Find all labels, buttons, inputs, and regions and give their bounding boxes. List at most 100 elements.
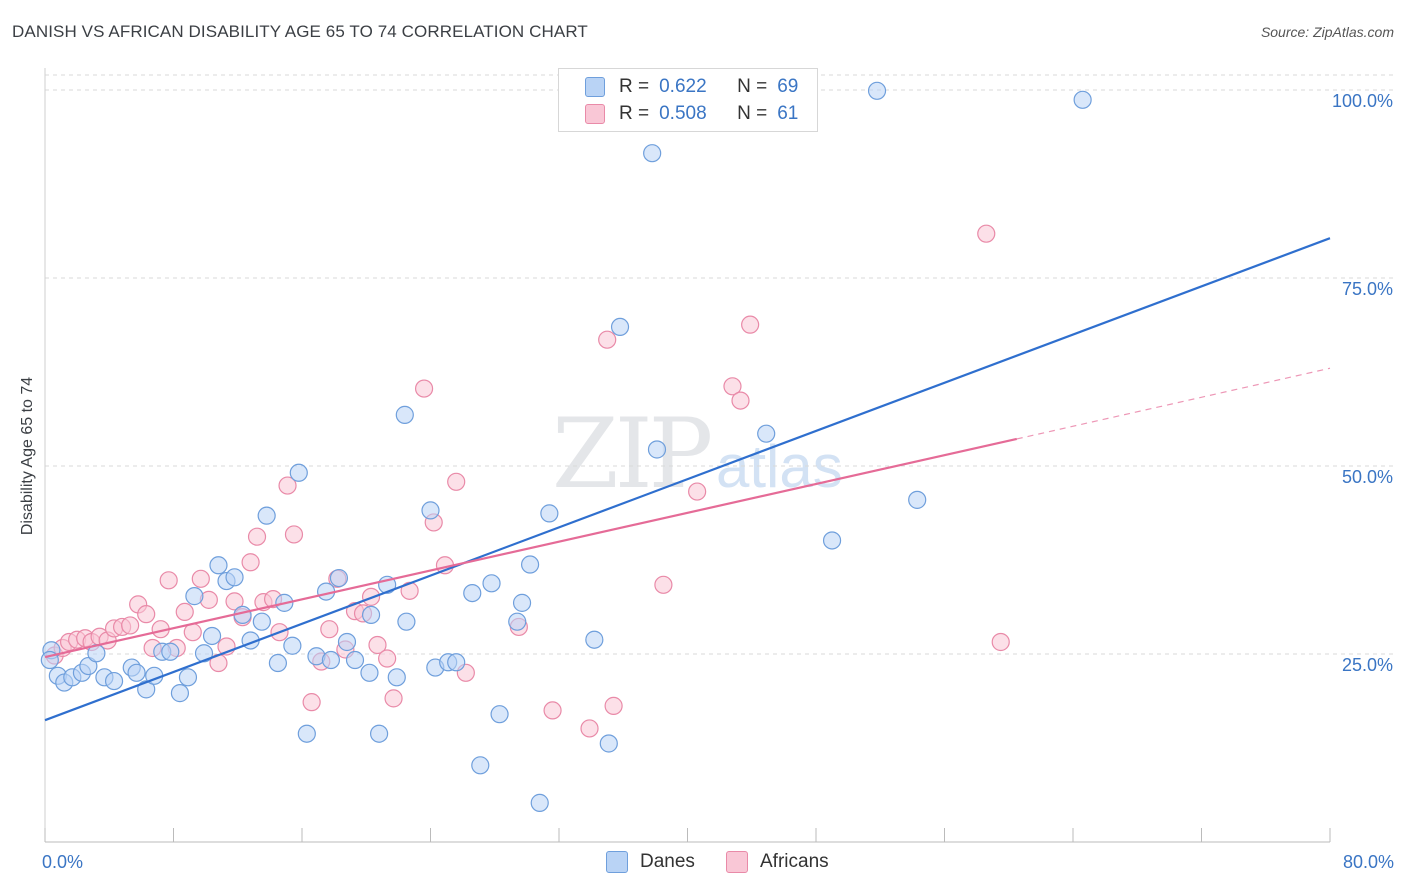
africans-point-41 xyxy=(378,649,397,668)
africans-point-34 xyxy=(320,620,339,639)
danes-point-59 xyxy=(599,734,618,753)
danes-point-37 xyxy=(345,650,365,670)
africans-point-47 xyxy=(447,472,466,491)
danes-point-17 xyxy=(185,587,204,606)
africans-point-55 xyxy=(688,482,707,501)
africans-point-58 xyxy=(741,315,760,334)
danes-point-43 xyxy=(395,405,414,424)
y-tick-label: 100.0% xyxy=(1332,91,1393,111)
africans-point-59 xyxy=(977,224,996,243)
danes-point-39 xyxy=(361,605,381,625)
danes-point-8 xyxy=(104,671,124,691)
africans-n-value: 61 xyxy=(777,103,799,124)
danes-point-60 xyxy=(610,317,630,337)
danes-point-19 xyxy=(202,626,222,646)
bottom-legend-africans[interactable]: Africans xyxy=(726,851,829,873)
danes-r-label: R = xyxy=(619,76,650,97)
danes-point-45 xyxy=(421,501,440,520)
africans-point-54 xyxy=(654,575,673,594)
y-axis-label: Disability Age 65 to 74 xyxy=(19,376,36,536)
africans-legend-label: Africans xyxy=(760,851,829,872)
africans-point-42 xyxy=(384,689,403,708)
africans-legend-swatch xyxy=(726,851,748,873)
danes-point-40 xyxy=(370,724,389,743)
africans-trend-line xyxy=(44,437,1018,659)
y-tick-label: 75.0% xyxy=(1342,279,1393,299)
danes-point-29 xyxy=(283,636,302,655)
y-axis-label-wrap: Disability Age 65 to 74 xyxy=(8,306,48,606)
africans-point-23 xyxy=(225,592,244,611)
africans-point-25 xyxy=(241,553,260,572)
y-tick-label: 25.0% xyxy=(1342,655,1393,675)
africans-point-10 xyxy=(121,616,140,635)
danes-point-51 xyxy=(482,574,501,593)
africans-point-17 xyxy=(175,602,194,622)
africans-point-44 xyxy=(414,379,434,398)
africans-point-31 xyxy=(284,525,304,544)
danes-point-38 xyxy=(360,663,379,682)
danes-point-11 xyxy=(137,680,156,699)
africans-point-15 xyxy=(159,571,178,590)
africans-point-60 xyxy=(991,632,1010,652)
danes-point-22 xyxy=(225,568,244,587)
danes-point-54 xyxy=(512,593,532,612)
africans-point-30 xyxy=(278,476,297,495)
danes-point-58 xyxy=(585,630,604,649)
africans-point-50 xyxy=(543,701,562,720)
danes-point-62 xyxy=(647,440,667,459)
danes-point-34 xyxy=(321,650,341,670)
danes-point-66 xyxy=(908,490,927,509)
danes-point-44 xyxy=(397,612,416,631)
legend-row-danes: R = 0.622 N = 69 xyxy=(585,75,807,99)
legend-row-africans: R = 0.508 N = 61 xyxy=(585,102,807,126)
danes-point-27 xyxy=(268,653,288,673)
africans-point-26 xyxy=(247,527,267,546)
africans-point-52 xyxy=(598,330,617,349)
x-tick-label-min: 0.0% xyxy=(42,852,84,872)
danes-point-63 xyxy=(757,424,776,443)
danes-legend-label: Danes xyxy=(640,851,695,872)
africans-trend-extension xyxy=(1016,367,1331,440)
danes-point-14 xyxy=(161,642,180,661)
danes-point-42 xyxy=(387,668,406,687)
danes-point-61 xyxy=(643,144,662,163)
africans-r-value: 0.508 xyxy=(659,103,707,124)
danes-swatch xyxy=(585,77,605,97)
danes-point-10 xyxy=(127,663,146,682)
danes-point-57 xyxy=(540,504,559,523)
danes-point-15 xyxy=(170,684,190,703)
danes-point-50 xyxy=(471,756,490,775)
chart-title: DANISH VS AFRICAN DISABILITY AGE 65 TO 7… xyxy=(12,22,588,41)
africans-swatch xyxy=(585,104,605,124)
danes-point-31 xyxy=(297,724,316,743)
danes-point-49 xyxy=(463,584,482,603)
stats-legend: R = 0.622 N = 69 R = 0.508 N = 61 xyxy=(558,68,818,132)
danes-legend-swatch xyxy=(606,851,628,873)
africans-point-40 xyxy=(368,635,387,655)
watermark-zip: ZIP xyxy=(552,398,713,510)
danes-n-value: 69 xyxy=(777,76,799,97)
danes-n-label: N = xyxy=(737,76,768,97)
danes-point-5 xyxy=(79,656,98,676)
africans-point-53 xyxy=(604,696,623,715)
danes-point-67 xyxy=(1073,90,1092,109)
danes-trend-line xyxy=(44,237,1331,722)
danes-point-56 xyxy=(530,793,549,812)
danes-point-52 xyxy=(490,705,509,724)
y-tick-label: 50.0% xyxy=(1342,467,1393,487)
danes-point-65 xyxy=(867,81,887,100)
danes-point-20 xyxy=(209,556,228,575)
danes-point-18 xyxy=(194,644,214,663)
danes-point-16 xyxy=(178,668,198,687)
bottom-legend-danes[interactable]: Danes xyxy=(606,851,695,873)
africans-point-56 xyxy=(723,377,742,396)
danes-point-48 xyxy=(447,653,466,672)
danes-point-36 xyxy=(337,632,357,652)
danes-point-35 xyxy=(329,568,349,588)
danes-point-55 xyxy=(520,555,540,574)
danes-point-64 xyxy=(822,531,842,550)
danes-point-53 xyxy=(508,612,527,631)
source-label: Source: ZipAtlas.com xyxy=(1260,24,1394,40)
africans-r-label: R = xyxy=(619,103,650,124)
